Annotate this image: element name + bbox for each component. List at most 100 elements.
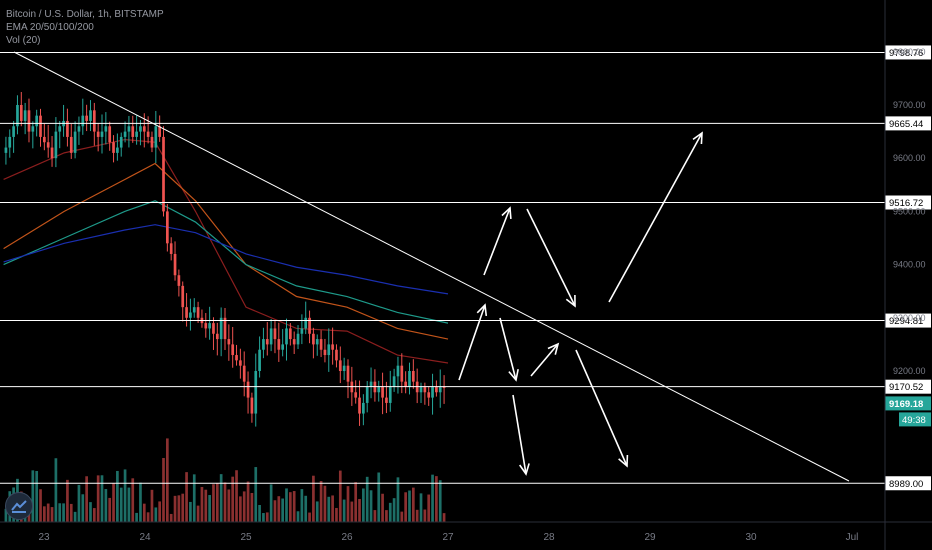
annotation-arrow[interactable] bbox=[499, 317, 519, 382]
volume-bar bbox=[108, 497, 112, 522]
candle-body bbox=[189, 312, 192, 318]
candle-body bbox=[231, 344, 235, 356]
arrow-shaft bbox=[526, 208, 576, 307]
arrow-head bbox=[618, 454, 629, 468]
volume-bar bbox=[246, 481, 250, 522]
arrow-head bbox=[565, 294, 576, 308]
annotation-arrow[interactable] bbox=[512, 394, 530, 476]
candle-body bbox=[411, 371, 415, 382]
candle-body bbox=[139, 126, 142, 132]
arrow-shaft bbox=[512, 394, 527, 475]
volume-bar bbox=[281, 498, 284, 522]
candle-body bbox=[227, 339, 231, 345]
volume-bar bbox=[377, 472, 381, 522]
volume-bar bbox=[31, 470, 35, 522]
symbol-title[interactable]: Bitcoin / U.S. Dollar, 1h, BITSTAMP bbox=[6, 9, 164, 20]
candle-body bbox=[142, 126, 146, 132]
volume-bar bbox=[354, 482, 358, 522]
volume-bar bbox=[262, 513, 265, 522]
arrow-shaft bbox=[608, 132, 703, 303]
volume-bar bbox=[235, 470, 238, 522]
candle-body bbox=[204, 323, 208, 329]
time-tick-label: 30 bbox=[745, 532, 757, 543]
horizontal-levels[interactable]: 9798.76 9665.44 9516.72 9294.81 9170.52 8989.… bbox=[0, 45, 931, 491]
candle-body bbox=[81, 115, 85, 127]
volume-bar bbox=[154, 507, 158, 522]
candle-body bbox=[23, 110, 27, 121]
time-tick-label: 28 bbox=[543, 532, 555, 543]
candle-body bbox=[212, 323, 215, 334]
annotation-arrows[interactable] bbox=[458, 131, 703, 476]
volume-bar bbox=[189, 501, 192, 522]
annotation-arrow[interactable] bbox=[530, 342, 560, 377]
volume-bar bbox=[285, 488, 288, 522]
candle-body bbox=[89, 110, 92, 121]
candle-body bbox=[392, 376, 396, 387]
volume-bar bbox=[277, 496, 281, 522]
volume-bar bbox=[135, 512, 138, 522]
candle-body bbox=[327, 344, 331, 356]
candle-body bbox=[54, 131, 58, 159]
volume-bar bbox=[69, 503, 73, 522]
volume-bar bbox=[46, 503, 50, 522]
candle-body bbox=[31, 126, 35, 132]
candle-body bbox=[258, 349, 261, 371]
volume-bar bbox=[250, 492, 254, 522]
arrow-shaft bbox=[575, 349, 628, 467]
level-price-label: 9516.72 bbox=[889, 198, 923, 209]
candle-body bbox=[123, 131, 127, 137]
candlesticks bbox=[4, 92, 446, 427]
volume-bar bbox=[254, 467, 258, 522]
descending-trendline[interactable] bbox=[13, 51, 850, 482]
candle-body bbox=[239, 360, 242, 366]
candle-body bbox=[58, 126, 62, 132]
volume-bar bbox=[438, 480, 442, 522]
volume-bar bbox=[123, 469, 127, 522]
level-price-label: 9665.44 bbox=[889, 119, 923, 130]
trendline[interactable] bbox=[13, 51, 850, 482]
candle-body bbox=[250, 397, 254, 414]
volume-bar bbox=[85, 476, 88, 522]
volume-bar bbox=[388, 502, 392, 522]
annotation-arrow[interactable] bbox=[608, 131, 703, 303]
annotation-arrow[interactable] bbox=[458, 303, 488, 381]
candle-body bbox=[131, 126, 135, 137]
candle-body bbox=[154, 126, 158, 148]
volume-indicator-label[interactable]: Vol (20) bbox=[6, 35, 41, 46]
candle-body bbox=[16, 105, 19, 127]
volume-bar bbox=[296, 511, 300, 522]
volume-bar bbox=[331, 495, 334, 522]
candle-body bbox=[381, 386, 384, 398]
volume-bar bbox=[146, 512, 150, 522]
volume-bar bbox=[265, 512, 269, 522]
volume-bar bbox=[162, 457, 165, 522]
candle-body bbox=[208, 323, 211, 329]
candle-body bbox=[73, 131, 77, 153]
candle-body bbox=[292, 339, 296, 345]
volume-bar bbox=[54, 458, 58, 522]
level-price-label: 9798.76 bbox=[889, 48, 923, 59]
ema-indicator-label[interactable]: EMA 20/50/100/200 bbox=[6, 22, 94, 33]
volume-bar bbox=[181, 493, 185, 522]
candle-body bbox=[181, 285, 185, 308]
level-price-label: 9170.52 bbox=[889, 382, 923, 393]
volume-bar bbox=[258, 504, 261, 522]
annotation-arrow[interactable] bbox=[483, 206, 512, 276]
price-tick-label: 9800.00 bbox=[893, 47, 926, 57]
candle-body bbox=[19, 105, 23, 121]
arrow-head bbox=[501, 206, 512, 220]
annotation-arrow[interactable] bbox=[575, 349, 629, 468]
volume-bar bbox=[362, 488, 365, 522]
candle-body bbox=[100, 131, 104, 137]
volume-bar bbox=[200, 486, 204, 522]
level-price-label: 8989.00 bbox=[889, 479, 923, 490]
volume-bar bbox=[166, 438, 169, 522]
tradingview-logo-icon[interactable] bbox=[5, 492, 33, 520]
candle-body bbox=[215, 333, 219, 340]
volume-bar bbox=[292, 491, 296, 522]
volume-bar bbox=[300, 489, 304, 522]
annotation-arrow[interactable] bbox=[526, 208, 576, 308]
candle-body bbox=[254, 371, 258, 414]
volume-bar bbox=[415, 509, 419, 522]
